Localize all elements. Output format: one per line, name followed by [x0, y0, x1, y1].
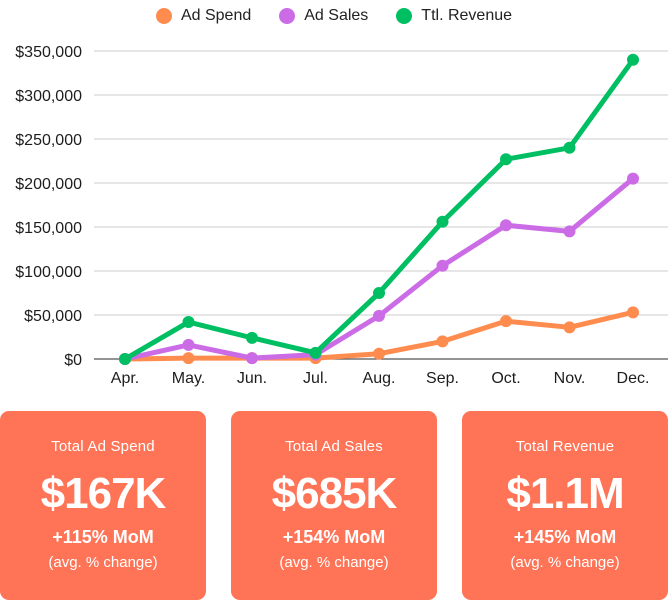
point-ad-spend — [373, 347, 385, 360]
chart-legend: Ad Spend Ad Sales Ttl. Revenue — [0, 7, 668, 25]
point-ad-sales — [627, 172, 639, 185]
card-total-ad-spend: Total Ad Spend $167K +115% MoM (avg. % c… — [0, 411, 206, 600]
legend-dot-ad-spend — [155, 8, 172, 24]
y-tick-label: $100,000 — [15, 264, 82, 281]
y-tick-label: $350,000 — [15, 44, 82, 61]
point-ad-sales — [246, 352, 258, 365]
y-tick-label: $300,000 — [15, 88, 82, 105]
card-note: (avg. % change) — [48, 554, 158, 571]
card-note: (avg. % change) — [510, 554, 620, 571]
point-ttl-revenue — [373, 287, 385, 299]
x-tick-label: Jul. — [303, 370, 328, 387]
y-tick-label: $200,000 — [15, 176, 82, 193]
y-tick-label: $50,000 — [24, 308, 82, 325]
x-axis-ticks: Apr. May. Jun. Jul. Aug. Sep. Oct. Nov. Dec. — [111, 370, 650, 387]
legend-label: Ttl. Revenue — [421, 7, 513, 24]
point-ad-spend — [500, 315, 512, 328]
x-tick-label: Sep. — [426, 370, 459, 387]
x-tick-label: Jun. — [237, 370, 267, 387]
card-title: Total Revenue — [515, 438, 615, 455]
x-tick-label: Nov. — [554, 370, 586, 387]
point-ad-sales — [500, 219, 512, 232]
line-chart: $0 $50,000 $100,000 $150,000 $200,000 $250,00… — [15, 44, 668, 387]
line-ad-sales — [122, 176, 636, 362]
point-ad-sales — [436, 259, 449, 272]
legend-item-total-revenue: Ttl. Revenue — [396, 7, 512, 25]
y-tick-label: $0 — [64, 352, 82, 369]
point-ttl-revenue — [563, 141, 576, 154]
legend-dot-total-revenue — [396, 8, 413, 24]
y-tick-label: $150,000 — [15, 220, 82, 237]
x-tick-label: May. — [172, 370, 205, 387]
x-tick-label: Dec. — [617, 370, 650, 387]
point-ttl-revenue — [119, 353, 131, 365]
point-ttl-revenue — [500, 153, 512, 166]
legend-item-ad-sales: Ad Sales — [279, 7, 368, 25]
x-tick-label: Apr. — [111, 370, 139, 387]
legend-item-ad-spend: Ad Spend — [155, 7, 252, 25]
y-tick-label: $250,000 — [15, 132, 82, 149]
legend-label: Ad Spend — [180, 7, 252, 24]
point-ad-spend — [436, 335, 449, 348]
point-ad-sales — [563, 225, 576, 238]
point-ad-sales — [182, 338, 195, 351]
legend-dot-ad-sales — [279, 8, 296, 24]
point-ttl-revenue — [246, 331, 258, 344]
card-change: +154% MoM — [282, 527, 386, 547]
point-ttl-revenue — [627, 53, 639, 66]
card-change: +145% MoM — [513, 527, 617, 547]
point-ad-spend — [563, 321, 576, 334]
card-value: $167K — [40, 469, 167, 518]
point-ttl-revenue — [436, 215, 449, 228]
point-ad-sales — [373, 309, 385, 322]
series-lines — [119, 53, 639, 365]
card-value: $1.1M — [506, 469, 624, 518]
series-ad-sales — [119, 172, 639, 365]
card-note: (avg. % change) — [279, 554, 389, 571]
card-total-revenue: Total Revenue $1.1M +145% MoM (avg. % ch… — [462, 411, 668, 600]
summary-cards: Total Ad Spend $167K +115% MoM (avg. % c… — [0, 411, 668, 600]
card-value: $685K — [271, 469, 398, 518]
x-tick-label: Oct. — [491, 370, 520, 387]
point-ad-spend — [182, 352, 195, 365]
card-change: +115% MoM — [52, 527, 154, 547]
y-axis-ticks: $0 $50,000 $100,000 $150,000 $200,000 $250,00… — [15, 44, 82, 369]
legend-label: Ad Sales — [304, 7, 369, 24]
card-title: Total Ad Spend — [51, 438, 155, 455]
card-title: Total Ad Sales — [285, 438, 383, 455]
point-ad-spend — [627, 306, 639, 319]
card-total-ad-sales: Total Ad Sales $685K +154% MoM (avg. % c… — [231, 411, 437, 600]
series-ttl-revenue — [119, 53, 639, 365]
x-tick-label: Aug. — [363, 370, 396, 387]
point-ttl-revenue — [182, 316, 195, 329]
point-ttl-revenue — [309, 346, 322, 359]
